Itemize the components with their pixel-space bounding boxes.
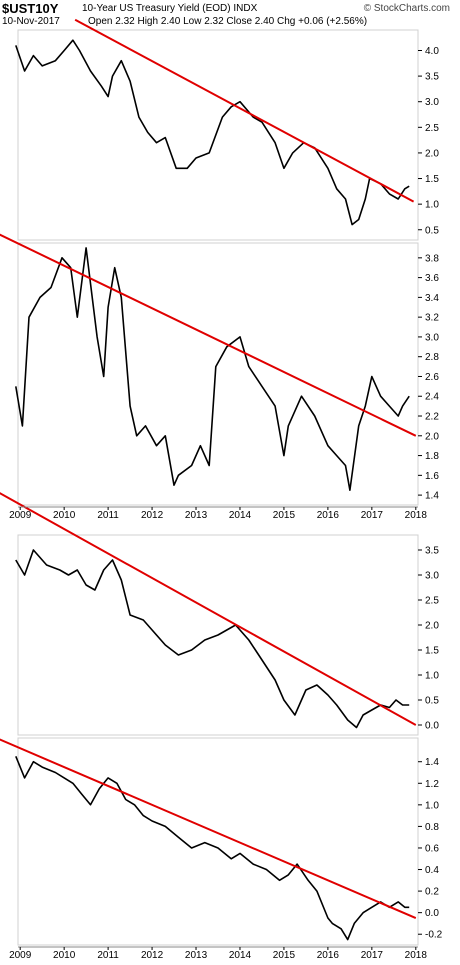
y-tick-label: 3.0	[425, 571, 439, 582]
brand-label: © StockCharts.com	[363, 3, 450, 14]
y-tick-label: 2.5	[425, 596, 439, 607]
y-tick-label: 2.2	[425, 412, 439, 423]
x-tick-label: 2015	[273, 950, 296, 961]
y-tick-label: 2.0	[425, 621, 439, 632]
y-tick-label: 2.8	[425, 352, 439, 363]
y-tick-label: 3.5	[425, 72, 439, 83]
symbol-description: 10-Year US Treasury Yield (EOD) INDX	[82, 3, 258, 14]
yield-line	[15, 247, 410, 492]
y-tick-label: 1.4	[425, 757, 439, 768]
y-tick-label: 0.4	[425, 865, 439, 876]
y-tick-label: 1.0	[425, 800, 439, 811]
y-tick-label: 2.4	[425, 392, 439, 403]
x-tick-label: 2018	[405, 950, 428, 961]
x-tick-label: 2017	[361, 510, 384, 521]
x-tick-label: 2009	[9, 510, 32, 521]
y-tick-label: 3.5	[425, 546, 439, 557]
x-tick-label: 2016	[317, 510, 340, 521]
y-tick-label: 1.6	[425, 471, 439, 482]
trendline	[0, 492, 417, 726]
x-tick-label: 2017	[361, 950, 384, 961]
y-tick-label: 1.2	[425, 779, 439, 790]
x-tick-label: 2009	[9, 950, 32, 961]
x-tick-label: 2013	[185, 510, 208, 521]
y-tick-label: 3.4	[425, 293, 439, 304]
panel-frame	[17, 242, 419, 506]
y-tick-label: 0.6	[425, 843, 439, 854]
trendline	[74, 18, 415, 203]
y-tick-label: 3.2	[425, 313, 439, 324]
y-tick-label: 3.6	[425, 273, 439, 284]
symbol-title: $UST10Y	[2, 1, 59, 16]
y-tick-label: 3.8	[425, 253, 439, 264]
x-tick-label: 2010	[53, 950, 76, 961]
x-tick-label: 2011	[97, 510, 119, 521]
y-tick-label: 0.8	[425, 822, 439, 833]
ohlc-readout: Open 2.32 High 2.40 Low 2.32 Close 2.40 …	[88, 16, 368, 27]
x-tick-label: 2010	[53, 510, 76, 521]
panel-frame	[17, 737, 419, 946]
trendline	[0, 233, 417, 437]
y-tick-label: 1.4	[425, 491, 439, 502]
y-tick-label: 1.5	[425, 646, 439, 657]
y-tick-label: 4.0	[425, 46, 439, 57]
x-tick-label: 2014	[229, 950, 252, 961]
panel-frame	[17, 29, 419, 241]
quote-date: 10-Nov-2017	[2, 16, 60, 27]
x-tick-label: 2011	[97, 950, 119, 961]
y-tick-label: 0.5	[425, 225, 439, 236]
x-tick-label: 2014	[229, 510, 252, 521]
y-tick-label: 3.0	[425, 332, 439, 343]
x-tick-label: 2012	[141, 950, 164, 961]
y-tick-label: 1.0	[425, 671, 439, 682]
y-tick-label: 0.2	[425, 887, 439, 898]
x-tick-label: 2015	[273, 510, 296, 521]
y-tick-label: 1.0	[425, 200, 439, 211]
yield-line	[15, 39, 410, 226]
y-tick-label: 0.0	[425, 721, 439, 732]
y-tick-label: 3.0	[425, 97, 439, 108]
y-tick-label: 2.6	[425, 372, 439, 383]
x-tick-label: 2018	[405, 510, 428, 521]
yield-line	[15, 549, 410, 729]
x-tick-label: 2012	[141, 510, 164, 521]
y-tick-label: 2.0	[425, 148, 439, 159]
y-tick-label: 2.5	[425, 123, 439, 134]
trendline	[0, 738, 417, 919]
x-tick-label: 2013	[185, 950, 208, 961]
yield-line	[15, 755, 410, 941]
y-tick-label: 1.5	[425, 174, 439, 185]
y-tick-label: 0.0	[425, 908, 439, 919]
y-tick-label: 0.5	[425, 696, 439, 707]
x-tick-label: 2016	[317, 950, 340, 961]
panel-frame	[17, 534, 419, 736]
y-tick-label: 2.0	[425, 431, 439, 442]
y-tick-label: 1.8	[425, 451, 439, 462]
y-tick-label: -0.2	[425, 930, 443, 941]
